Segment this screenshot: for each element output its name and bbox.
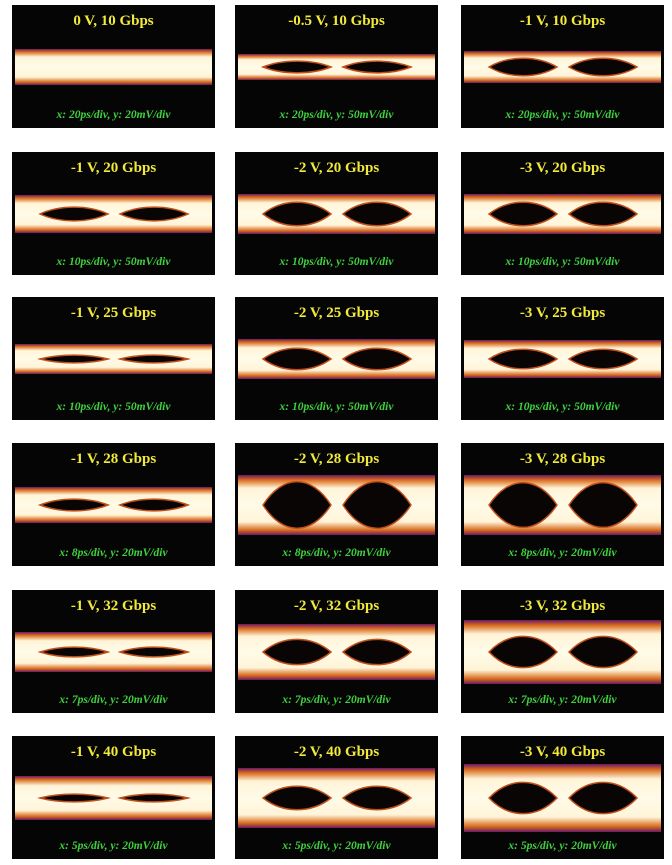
panel-caption: x: 7ps/div, y: 20mV/div [507, 694, 617, 706]
eye-panel: -3 V, 32 Gbps x: 7ps/div, y: 20mV/div [461, 590, 664, 713]
panel-title: -2 V, 20 Gbps [294, 160, 379, 176]
eye-panel: -1 V, 32 Gbps x: 7ps/div, y: 20mV/div [12, 590, 215, 713]
eye-panel: -2 V, 32 Gbps x: 7ps/div, y: 20mV/div [235, 590, 438, 713]
eye-band [15, 49, 212, 85]
eye-opening [40, 647, 108, 657]
panel-title: -3 V, 40 Gbps [520, 744, 605, 760]
panel-caption: x: 8ps/div, y: 20mV/div [281, 547, 391, 559]
panel-title: -1 V, 40 Gbps [71, 744, 156, 760]
panel-caption: x: 7ps/div, y: 20mV/div [58, 694, 168, 706]
eye-panel: -1 V, 10 Gbps x: 20ps/div, y: 50mV/div [461, 5, 664, 128]
panel-title: -0.5 V, 10 Gbps [288, 13, 385, 29]
panel-title: -1 V, 20 Gbps [71, 160, 156, 176]
panel-title: -1 V, 10 Gbps [520, 13, 605, 29]
panel-title: -2 V, 25 Gbps [294, 305, 379, 321]
eye-opening [40, 794, 108, 802]
panel-caption: x: 10ps/div, y: 50mV/div [56, 401, 172, 413]
panel-caption: x: 8ps/div, y: 20mV/div [507, 547, 617, 559]
page: {"panels": [ {"title": "0 V, 10 Gbps", "… [0, 0, 672, 860]
panel-title: -3 V, 25 Gbps [520, 305, 605, 321]
panel-caption: x: 5ps/div, y: 20mV/div [58, 840, 168, 852]
panel-caption: x: 8ps/div, y: 20mV/div [58, 547, 168, 559]
panel-title: -1 V, 28 Gbps [71, 451, 156, 467]
panel-title: -2 V, 28 Gbps [294, 451, 379, 467]
panel-caption: x: 10ps/div, y: 50mV/div [505, 256, 621, 268]
panel-caption: x: 7ps/div, y: 20mV/div [281, 694, 391, 706]
panel-caption: x: 20ps/div, y: 20mV/div [56, 109, 172, 121]
eye-opening [120, 794, 188, 802]
eye-panel: -1 V, 25 Gbps x: 10ps/div, y: 50mV/div [12, 297, 215, 420]
eye-opening [40, 355, 108, 363]
figure: 0 V, 10 Gbps x: 20ps/div, y: 20mV/div -0.5… [0, 0, 672, 860]
panel-caption: x: 20ps/div, y: 50mV/div [279, 109, 395, 121]
eye-panel: -2 V, 28 Gbps x: 8ps/div, y: 20mV/div [235, 443, 438, 566]
eye-panel: -3 V, 40 Gbps x: 5ps/div, y: 20mV/div [461, 736, 664, 859]
eye-panel: -1 V, 28 Gbps x: 8ps/div, y: 20mV/div [12, 443, 215, 566]
eye-panel: 0 V, 10 Gbps x: 20ps/div, y: 20mV/div [12, 5, 215, 128]
eye-panel: -3 V, 20 Gbps x: 10ps/div, y: 50mV/div [461, 152, 664, 275]
panel-caption: x: 5ps/div, y: 20mV/div [281, 840, 391, 852]
panel-caption: x: 20ps/div, y: 50mV/div [505, 109, 621, 121]
panel-title: -2 V, 40 Gbps [294, 744, 379, 760]
panel-title: -2 V, 32 Gbps [294, 598, 379, 614]
panel-caption: x: 10ps/div, y: 50mV/div [279, 401, 395, 413]
panel-caption: x: 10ps/div, y: 50mV/div [56, 256, 172, 268]
eye-panel: -2 V, 20 Gbps x: 10ps/div, y: 50mV/div [235, 152, 438, 275]
eye-panel: -0.5 V, 10 Gbps x: 20ps/div, y: 50mV/div [235, 5, 438, 128]
eye-panel: -3 V, 25 Gbps x: 10ps/div, y: 50mV/div [461, 297, 664, 420]
panel-title: -1 V, 32 Gbps [71, 598, 156, 614]
eye-panel: -3 V, 28 Gbps x: 8ps/div, y: 20mV/div [461, 443, 664, 566]
panel-caption: x: 10ps/div, y: 50mV/div [505, 401, 621, 413]
eye-panel: -1 V, 20 Gbps x: 10ps/div, y: 50mV/div [12, 152, 215, 275]
eye-panel: -2 V, 25 Gbps x: 10ps/div, y: 50mV/div [235, 297, 438, 420]
panel-title: -1 V, 25 Gbps [71, 305, 156, 321]
eye-panel: -1 V, 40 Gbps x: 5ps/div, y: 20mV/div [12, 736, 215, 859]
panel-title: -3 V, 28 Gbps [520, 451, 605, 467]
panel-title: 0 V, 10 Gbps [73, 13, 153, 29]
panel-caption: x: 10ps/div, y: 50mV/div [279, 256, 395, 268]
panel-caption: x: 5ps/div, y: 20mV/div [507, 840, 617, 852]
eye-opening [120, 647, 188, 657]
eye-opening [120, 355, 188, 363]
panel-title: -3 V, 20 Gbps [520, 160, 605, 176]
panel-title: -3 V, 32 Gbps [520, 598, 605, 614]
eye-panel: -2 V, 40 Gbps x: 5ps/div, y: 20mV/div [235, 736, 438, 859]
